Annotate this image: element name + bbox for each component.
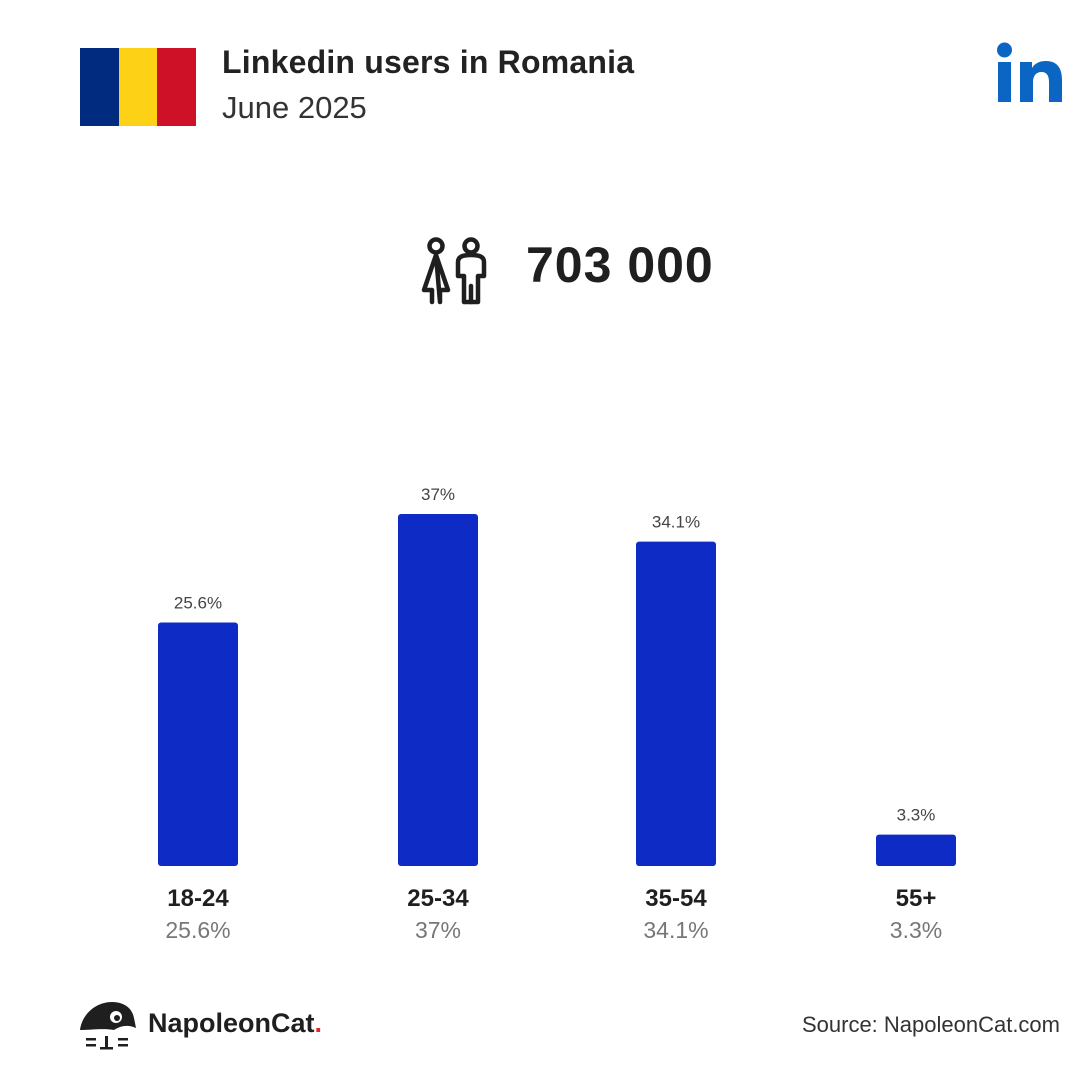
category-percent-label: 25.6%	[165, 917, 230, 943]
bar-18-24	[158, 622, 238, 866]
category-label: 25-34	[407, 885, 469, 912]
flag-stripe-yellow	[118, 48, 158, 126]
category-percent-label: 34.1%	[643, 917, 708, 943]
total-users-value: 703 000	[526, 237, 714, 293]
romania-flag	[80, 48, 197, 126]
users-icon	[421, 237, 487, 305]
bar-55+	[876, 834, 956, 866]
category-label: 18-24	[167, 885, 229, 912]
category-percent-label: 3.3%	[890, 917, 942, 943]
age-distribution-chart: 25.6% 18-24 25.6% 37% 25-34 37% 34.1% 35-54 34.1…	[158, 485, 956, 943]
bar-value-label: 3.3%	[897, 806, 936, 825]
category-label: 35-54	[645, 885, 707, 912]
bar-value-label: 37%	[421, 485, 455, 504]
category-label: 55+	[896, 885, 937, 912]
category-percent-label: 37%	[415, 917, 461, 943]
footer-brand-dot: .	[314, 1008, 323, 1038]
flag-stripe-red	[157, 48, 197, 126]
bar-value-label: 34.1%	[652, 513, 700, 532]
page-title: Linkedin users in Romania	[222, 44, 635, 80]
flag-stripe-blue	[80, 48, 119, 126]
linkedin-logo-icon	[997, 42, 1062, 102]
footer-brand: NapoleonCat.	[148, 1008, 322, 1039]
bar-value-label: 25.6%	[174, 593, 222, 612]
bar-35-54	[636, 541, 716, 866]
source-text: Source: NapoleonCat.com	[801, 1012, 1060, 1037]
page-subtitle: June 2025	[222, 90, 367, 125]
napoleoncat-logo-icon	[80, 1002, 136, 1050]
footer-brand-name: NapoleonCat	[148, 1008, 315, 1038]
bar-25-34	[398, 514, 478, 866]
